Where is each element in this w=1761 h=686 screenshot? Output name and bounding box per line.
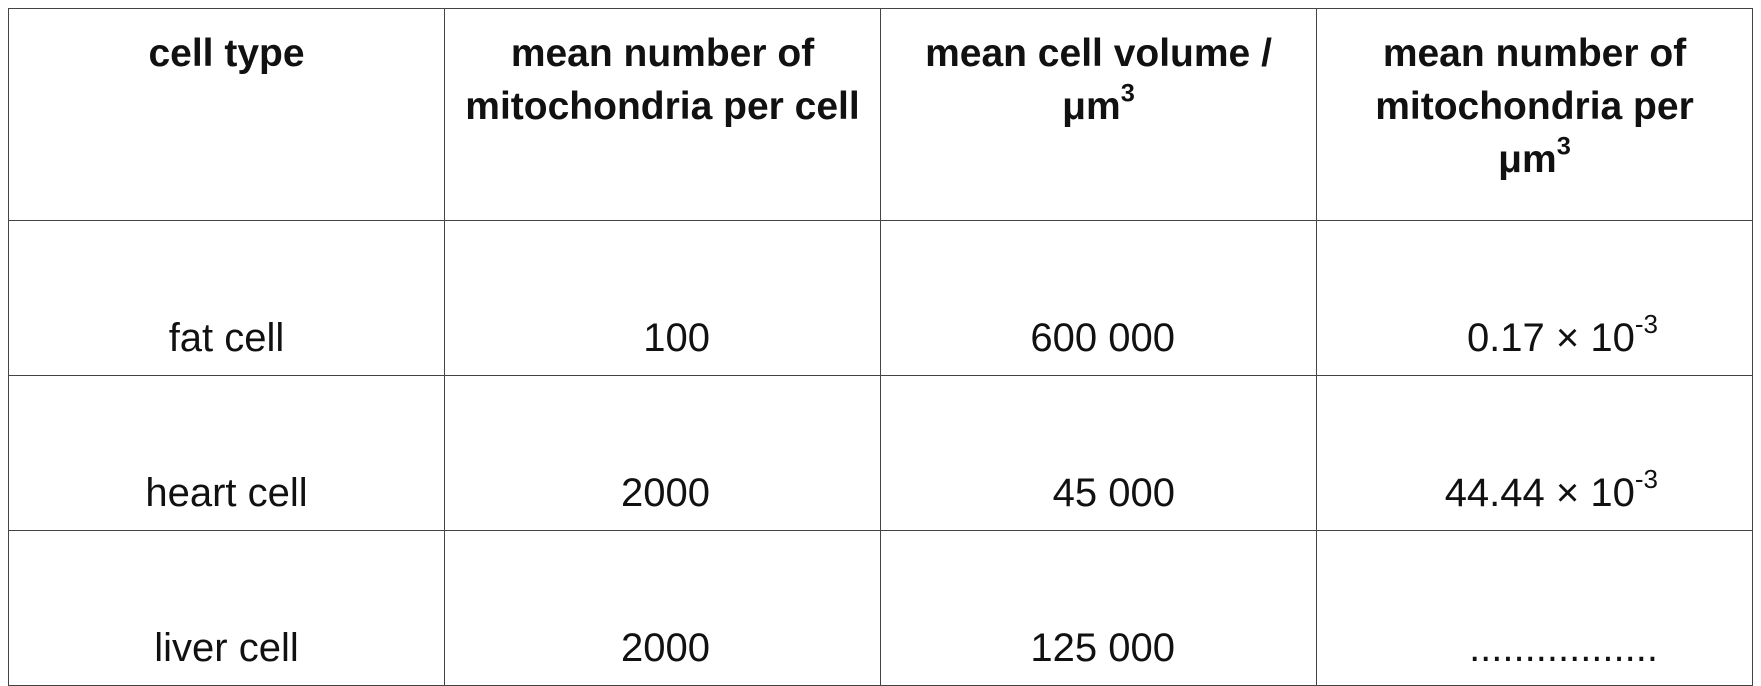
table-cell: 45 000 [880, 375, 1317, 531]
table-cell: 44.44 × 10-3 [1316, 375, 1753, 531]
cell-text: 44.44 × 10 [1444, 471, 1635, 515]
table-row: heart cell 2000 45 000 44.44 × 10-3 [8, 375, 1753, 531]
cell-text: heart cell [145, 471, 308, 515]
cell-text: 100 [643, 316, 710, 360]
cell-text: fat cell [168, 316, 285, 360]
cell-text: 2000 [621, 626, 710, 670]
header-cell: cell type [8, 8, 445, 221]
table-cell: 2000 [444, 530, 881, 686]
cell-text: cell type [148, 32, 305, 75]
cell-text: mean number of mitochondria per cell [465, 32, 860, 128]
header-cell: mean number of mitochondria per cell [444, 8, 881, 221]
table-cell: fat cell [8, 220, 445, 376]
table-cell: ................. [1316, 530, 1753, 686]
cell-text: 600 000 [1030, 316, 1175, 360]
superscript: -3 [1634, 463, 1658, 494]
table-cell: 0.17 × 10-3 [1316, 220, 1753, 376]
cell-text: ................. [1469, 626, 1658, 670]
table-cell: 600 000 [880, 220, 1317, 376]
cell-text: 125 000 [1030, 626, 1175, 670]
header-cell: mean number of mitochondria per μm3 [1316, 8, 1753, 221]
cell-text: 2000 [621, 471, 710, 515]
table-cell: liver cell [8, 530, 445, 686]
table-cell: 2000 [444, 375, 881, 531]
cell-text: mean cell volume /μm [925, 32, 1272, 128]
page: cell type mean number of mitochondria per… [8, 8, 1753, 686]
table-cell: 100 [444, 220, 881, 376]
table-row: liver cell 2000 125 000................. [8, 530, 1753, 686]
table-row: fat cell 100 600 000 0.17 × 10-3 [8, 220, 1753, 376]
cell-text: 0.17 × 10 [1466, 316, 1635, 360]
cell-text: 45 000 [1052, 471, 1175, 515]
superscript: 3 [1556, 132, 1571, 161]
table-cell: 125 000 [880, 530, 1317, 686]
header-cell: mean cell volume /μm3 [880, 8, 1317, 221]
table-body: fat cell 100 600 000 0.17 × 10-3 heart cell 2… [8, 220, 1753, 686]
superscript: -3 [1634, 308, 1658, 339]
table-cell: heart cell [8, 375, 445, 531]
cell-text: mean number of mitochondria per μm [1375, 32, 1694, 181]
superscript: 3 [1120, 79, 1135, 108]
cell-text: liver cell [154, 626, 299, 670]
header-row: cell type mean number of mitochondria per… [8, 8, 1753, 221]
data-table: cell type mean number of mitochondria per… [8, 8, 1753, 686]
